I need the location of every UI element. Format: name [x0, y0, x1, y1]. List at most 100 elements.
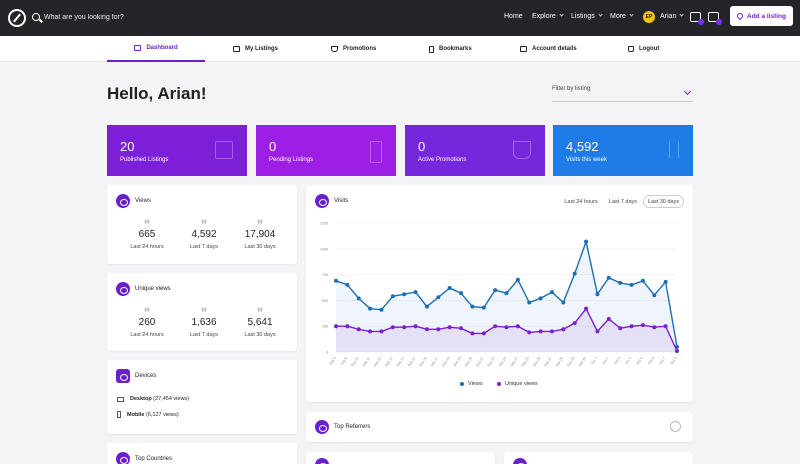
data-point: [345, 324, 350, 329]
tab-account-details[interactable]: Account details: [520, 36, 577, 62]
nav-more-label: More: [610, 13, 626, 20]
search-icon: [32, 13, 40, 21]
stat-label: Visits this week: [566, 157, 607, 163]
bar-chart-icon: ▮▮: [257, 307, 263, 313]
data-point: [629, 282, 634, 287]
tab-label: Logout: [639, 46, 660, 52]
metric-value: 1,636: [191, 317, 217, 328]
x-tick-label: Sep 16: [418, 356, 428, 367]
x-tick-label: Oct 8: [670, 356, 678, 365]
stat-value: 4,592: [566, 139, 599, 154]
y-tick-label: 250: [322, 325, 328, 329]
monitor-icon: [134, 45, 142, 51]
flag-icon: [116, 452, 130, 464]
data-point: [493, 288, 498, 293]
metric-label: Last 24 hours: [130, 332, 164, 338]
visits-chart-card: Visits: [306, 185, 693, 402]
data-point: [436, 295, 441, 300]
nav-listings-link[interactable]: Listings: [571, 12, 603, 20]
metric-label: Last 7 days: [189, 332, 219, 338]
search-input[interactable]: [44, 11, 244, 23]
x-tick-label: Sep 13: [384, 356, 394, 367]
views-metric-30d: ▮▮ 17,904 Last 30 days: [235, 219, 285, 250]
avatar[interactable]: EP: [643, 11, 655, 23]
data-point: [459, 291, 464, 296]
data-point: [413, 290, 418, 295]
nav-explore-link[interactable]: Explore: [532, 12, 564, 20]
range-30d-button[interactable]: Last 30 days: [643, 195, 684, 208]
chart-icon: [513, 458, 527, 464]
data-point: [379, 307, 384, 312]
data-point: [652, 325, 657, 330]
nav-home-link[interactable]: Home: [504, 13, 523, 20]
card-title: Visits: [334, 198, 349, 204]
desktop-icon: [117, 396, 124, 402]
data-point: [481, 331, 486, 336]
data-point: [629, 324, 634, 329]
data-point: [504, 291, 509, 296]
user-menu[interactable]: Arian: [660, 12, 684, 20]
data-point: [447, 286, 452, 291]
add-listing-button[interactable]: Add a listing: [730, 6, 793, 26]
data-point: [379, 329, 384, 334]
bolt-icon: [513, 141, 531, 159]
data-point: [470, 304, 475, 309]
notification-badge: [716, 19, 722, 25]
notification-badge: [698, 19, 704, 25]
expand-chevron-icon[interactable]: [670, 421, 681, 432]
logo-icon[interactable]: [8, 9, 26, 27]
tab-logout[interactable]: Logout: [628, 36, 659, 62]
metric-value: 5,641: [247, 317, 273, 328]
x-tick-label: Sep 24: [509, 356, 519, 367]
legend-label: Unique views: [505, 381, 538, 387]
visits-line-chart: 0 250 500 750 1000 1250 Sep 8 Sep 9 Sep 10 Sep 11…: [320, 222, 679, 367]
card-title: Top Referrers: [334, 424, 371, 430]
eye-icon: [116, 194, 130, 208]
views-card: Views ▮▮ 665 Last 24 hours ▮▮ 4,592 Last 7 d…: [107, 185, 297, 264]
views-metric-24h: ▮▮ 665 Last 24 hours: [122, 219, 172, 250]
filter-by-listing-select[interactable]: Filter by listing: [552, 86, 693, 102]
tab-bookmarks[interactable]: Bookmarks: [429, 36, 472, 62]
y-tick-label: 500: [322, 299, 328, 303]
x-tick-label: Oct 2: [602, 356, 610, 365]
data-point: [549, 290, 554, 295]
tab-my-listings[interactable]: My Listings: [233, 36, 278, 62]
data-point: [675, 348, 679, 353]
add-listing-label: Add a listing: [747, 12, 786, 20]
chevron-down-icon: [683, 87, 692, 96]
card-title: Views: [135, 198, 151, 204]
x-tick-label: Sep 10: [350, 356, 360, 367]
x-tick-label: Oct 7: [659, 356, 667, 365]
data-point: [618, 280, 623, 285]
messages-icon[interactable]: [708, 12, 722, 25]
legend-views: Views: [460, 381, 483, 387]
tab-label: Bookmarks: [439, 46, 472, 52]
page-title: Hello, Arian!: [107, 84, 207, 103]
data-point: [436, 327, 441, 332]
data-point: [356, 296, 361, 301]
tab-dashboard[interactable]: Dashboard: [107, 36, 205, 62]
data-point: [549, 329, 554, 334]
chevron-down-icon: [629, 12, 634, 17]
device-desktop: Desktop (27,454 views): [117, 396, 189, 402]
x-tick-label: Sep 27: [543, 356, 553, 367]
tab-label: Promotions: [343, 46, 377, 52]
bar-chart-icon: ▮▮: [144, 307, 150, 313]
top-countries-card: Top Countries: [107, 443, 297, 464]
top-referrers-card[interactable]: Top Referrers: [306, 412, 693, 442]
nav-listings-label: Listings: [571, 13, 595, 20]
range-7d-button[interactable]: Last 7 days: [608, 198, 638, 205]
x-tick-label: Oct 4: [624, 356, 632, 365]
range-24h-button[interactable]: Last 24 hours: [564, 198, 598, 205]
nav-more-link[interactable]: More: [610, 12, 634, 20]
tab-promotions[interactable]: Promotions: [331, 36, 376, 62]
unique-metric-7d: ▮▮ 1,636 Last 7 days: [179, 307, 229, 338]
data-point: [390, 325, 395, 330]
metric-label: Last 7 days: [189, 244, 219, 250]
device-count: (27,454 views): [153, 396, 190, 402]
x-tick-label: Sep 21: [475, 356, 485, 367]
x-tick-label: Sep 25: [521, 356, 531, 367]
user-card-icon: [520, 46, 527, 52]
cart-icon[interactable]: [690, 12, 704, 25]
dashboard-tab-bar: Dashboard My Listings Promotions Bookmar…: [0, 36, 800, 62]
